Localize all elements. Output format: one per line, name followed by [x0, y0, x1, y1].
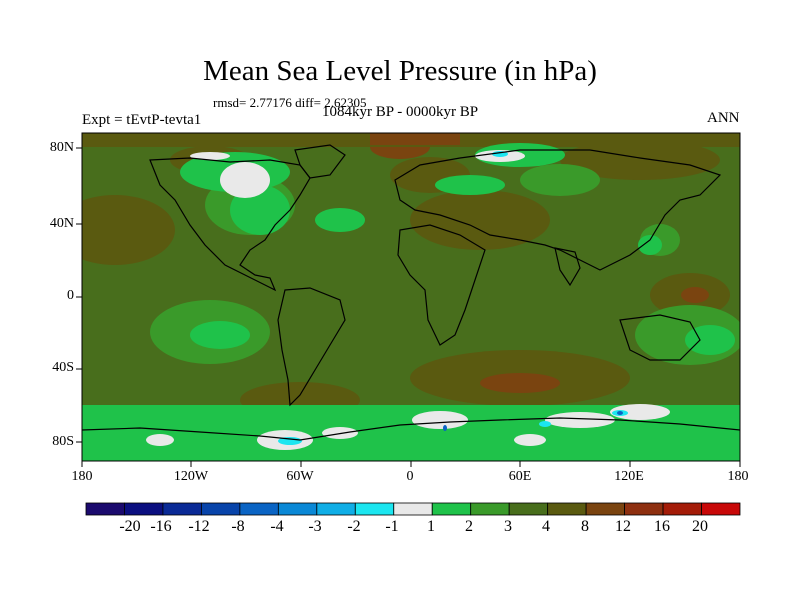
colorbar-label: 1 [427, 518, 435, 535]
colorbar-label: -3 [308, 518, 322, 535]
x-label-0: 0 [406, 469, 414, 484]
colorbar-label: 20 [692, 518, 708, 535]
colorbar-label: 2 [465, 518, 473, 535]
x-label-60w: 60W [286, 469, 314, 484]
y-label-80s: 80S [52, 434, 74, 449]
colorbar-label: -4 [270, 518, 284, 535]
y-label-40s: 40S [52, 360, 74, 375]
colorbar-swatch [201, 502, 241, 516]
colorbar-label: 8 [581, 518, 589, 535]
season-label: ANN [707, 110, 740, 126]
period-label: 1084kyr BP - 0000kyr BP [322, 104, 479, 120]
colorbar-swatch [431, 502, 472, 516]
y-label-40n: 40N [49, 216, 74, 231]
positive-anomaly-regions [82, 140, 730, 418]
colorbar [85, 502, 741, 516]
x-label-120w: 120W [173, 469, 209, 484]
colorbar-swatch [316, 502, 356, 516]
stats-label: rmsd= 2.77176 diff= 2.62305 [213, 95, 367, 110]
colorbar-swatch [701, 502, 741, 516]
colorbar-swatch [508, 502, 549, 516]
colorbar-label: -16 [150, 518, 172, 535]
y-label-80n: 80N [49, 140, 74, 155]
colorbar-label: -8 [231, 518, 245, 535]
coastlines [82, 144, 740, 441]
colorbar-swatch [277, 502, 318, 516]
experiment-label: Expt = tEvtP-tevta1 [82, 112, 202, 128]
colorbar-label: 16 [654, 518, 670, 535]
map-title: Mean Sea Level Pressure (in hPa) [203, 55, 597, 87]
colorbar-swatch [85, 502, 125, 516]
colorbar-swatch [124, 502, 164, 516]
map-field [82, 133, 740, 461]
colorbar-swatch [624, 502, 664, 516]
x-label-120e: 120E [614, 469, 644, 484]
colorbar-swatch [239, 502, 279, 516]
colorbar-label: -12 [188, 518, 210, 535]
colorbar-swatch [470, 502, 510, 516]
colorbar-swatch [354, 502, 395, 516]
colorbar-label: -1 [385, 518, 399, 535]
x-label-60e: 60E [508, 469, 532, 484]
colorbar-swatch [662, 502, 702, 516]
colorbar-label: -20 [119, 518, 141, 535]
colorbar-label: 4 [542, 518, 550, 535]
x-label-180e: 180 [727, 469, 749, 484]
colorbar-swatch [547, 502, 587, 516]
near-zero-regions [146, 150, 670, 450]
x-label-180w: 180 [71, 469, 93, 484]
axis-ticks [76, 147, 741, 467]
colorbar-label: -2 [347, 518, 361, 535]
colorbar-swatch [585, 502, 625, 516]
colorbar-swatch [162, 502, 202, 516]
colorbar-label: 3 [504, 518, 512, 535]
colorbar-swatch [393, 502, 433, 516]
strong-negative-regions [443, 411, 623, 431]
y-label-0: 0 [67, 288, 74, 303]
colorbar-label: 12 [615, 518, 631, 535]
